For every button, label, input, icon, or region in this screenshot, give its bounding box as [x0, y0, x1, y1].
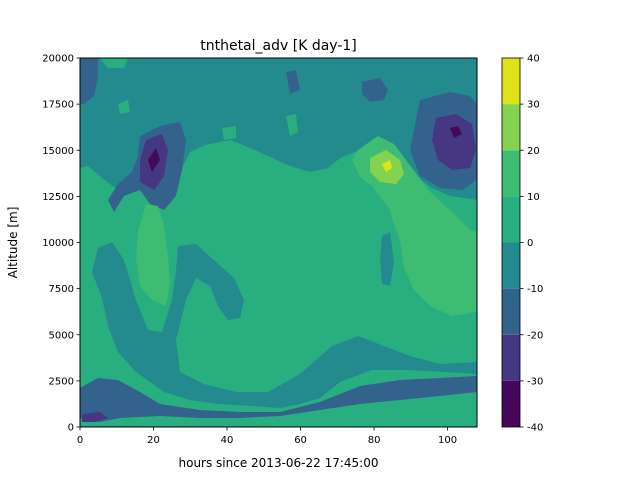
y-tick-label: 0 — [68, 423, 74, 434]
x-axis: 0 20 40 60 80 100 — [77, 427, 457, 446]
colorbar-tick-label: 0 — [527, 238, 533, 249]
y-tick-label: 7500 — [49, 284, 74, 295]
contour-bottom-neg — [80, 376, 477, 422]
colorbar-segment — [502, 334, 520, 381]
chart-title: tnthetal_adv [K day-1] — [200, 38, 357, 54]
colorbar-tick-label: 10 — [527, 192, 540, 203]
colorbar-segment — [502, 150, 520, 197]
colorbar: -40 -30 -20 -10 0 10 20 30 40 — [501, 54, 543, 434]
colorbar-tick-label: -40 — [527, 423, 543, 434]
contour-upper-teal-islands — [100, 58, 298, 140]
contour-top-right-neg — [286, 70, 388, 102]
colorbar-segment — [502, 288, 520, 335]
x-tick-label: 80 — [368, 435, 381, 446]
colorbar-segment — [502, 380, 520, 427]
colorbar-segment — [502, 242, 520, 289]
contour-right-pos-30 — [382, 160, 392, 172]
colorbar-segment — [502, 104, 520, 151]
contour-upper-left-neg — [80, 58, 98, 104]
colorbar-segment — [502, 58, 520, 105]
contour-right-neg-40 — [450, 126, 462, 138]
x-tick-label: 20 — [147, 435, 160, 446]
colorbar-tick-label: -30 — [527, 376, 543, 387]
x-tick-label: 40 — [221, 435, 234, 446]
colorbar-segment — [502, 196, 520, 243]
x-axis-label: hours since 2013-06-22 17:45:00 — [179, 456, 379, 470]
contour-right-neg-30 — [432, 114, 476, 170]
y-tick-label: 2500 — [49, 376, 74, 387]
y-axis-label: Altitude [m] — [6, 207, 20, 279]
colorbar-tick-label: 30 — [527, 100, 540, 111]
contour-left-pos — [136, 204, 170, 306]
contour-right-mid-neg — [380, 232, 394, 286]
x-tick-label: 60 — [294, 435, 307, 446]
x-tick-label: 0 — [77, 435, 83, 446]
y-tick-label: 20000 — [42, 54, 74, 65]
y-tick-label: 17500 — [42, 100, 74, 111]
y-tick-label: 12500 — [42, 192, 74, 203]
contour-center-teal-hole — [196, 304, 220, 360]
contour-bottom-neg-30 — [82, 412, 108, 422]
contour-center-neg — [92, 242, 477, 408]
colorbar-tick-label: -20 — [527, 330, 543, 341]
y-tick-label: 10000 — [42, 238, 74, 249]
contour-left-neg-40 — [148, 148, 160, 172]
contour-field — [80, 58, 477, 427]
colorbar-tick-label: 40 — [527, 54, 540, 65]
y-tick-label: 5000 — [49, 330, 74, 341]
y-axis: 0 2500 5000 7500 10000 12500 15000 17500 20000 — [42, 54, 80, 434]
colorbar-tick-label: -10 — [527, 284, 543, 295]
y-tick-label: 15000 — [42, 146, 74, 157]
x-tick-label: 100 — [438, 435, 457, 446]
colorbar-tick-label: 20 — [527, 146, 540, 157]
